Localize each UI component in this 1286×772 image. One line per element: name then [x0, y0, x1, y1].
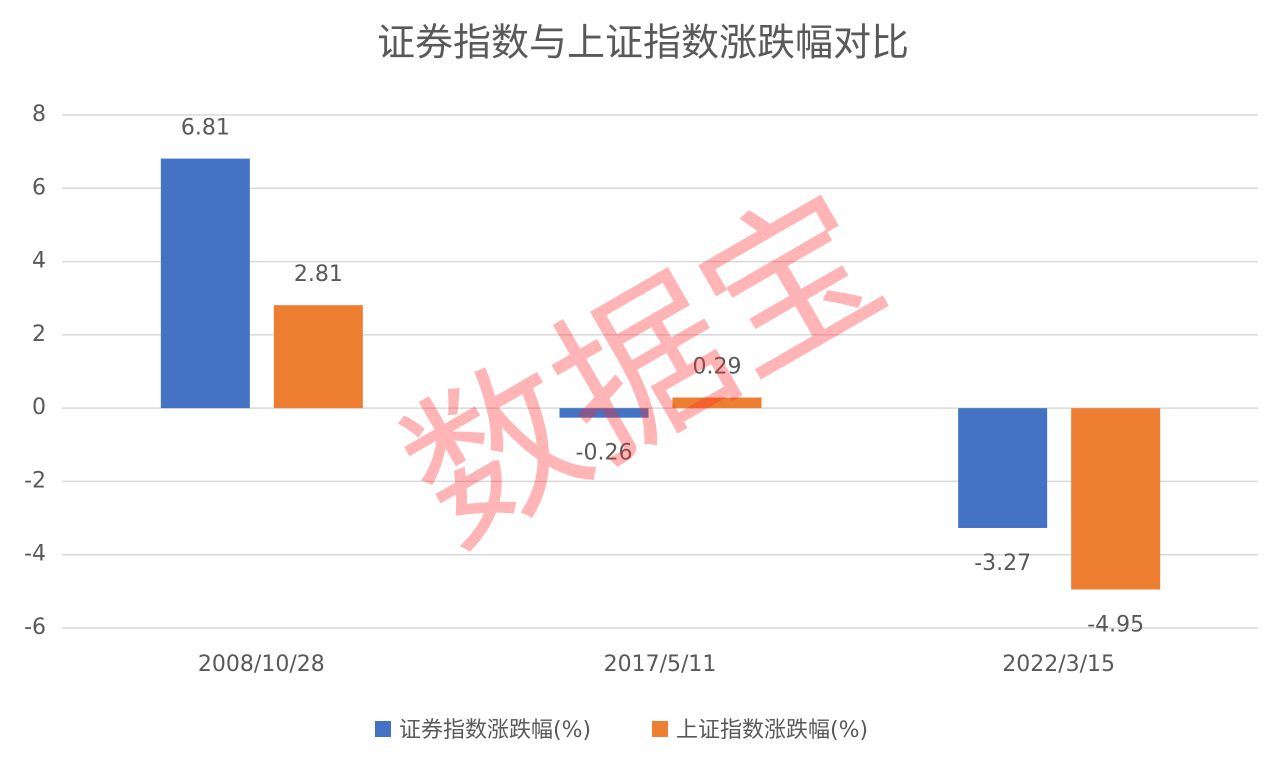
bar	[672, 397, 762, 409]
legend-label: 上证指数涨跌幅(%)	[676, 718, 868, 743]
y-tick-label: 6	[32, 175, 46, 200]
bar	[559, 408, 649, 418]
y-tick-label: 8	[32, 102, 46, 127]
bar	[160, 158, 250, 409]
legend-swatch	[652, 721, 668, 737]
x-tick-label: 2008/10/28	[198, 652, 325, 677]
bar	[1071, 408, 1161, 590]
y-tick-label: -2	[24, 468, 46, 493]
legend-swatch	[375, 721, 391, 737]
value-label: 2.81	[294, 262, 343, 287]
x-tick-label: 2022/3/15	[1002, 652, 1115, 677]
value-label: 0.29	[693, 355, 742, 380]
y-tick-label: 4	[32, 249, 46, 274]
legend-label: 证券指数涨跌幅(%)	[399, 718, 591, 743]
bar	[273, 305, 363, 409]
value-label: -4.95	[1087, 613, 1144, 638]
y-tick-label: -6	[24, 615, 46, 640]
y-tick-label: 0	[32, 395, 46, 420]
chart-title: 证券指数与上证指数涨跌幅对比	[377, 21, 909, 65]
bar	[958, 408, 1048, 528]
y-tick-label: -4	[24, 542, 46, 567]
value-label: 6.81	[181, 116, 230, 141]
y-tick-label: 2	[32, 322, 46, 347]
x-tick-label: 2017/5/11	[604, 652, 717, 677]
value-label: -3.27	[974, 551, 1031, 576]
value-label: -0.26	[576, 441, 633, 466]
